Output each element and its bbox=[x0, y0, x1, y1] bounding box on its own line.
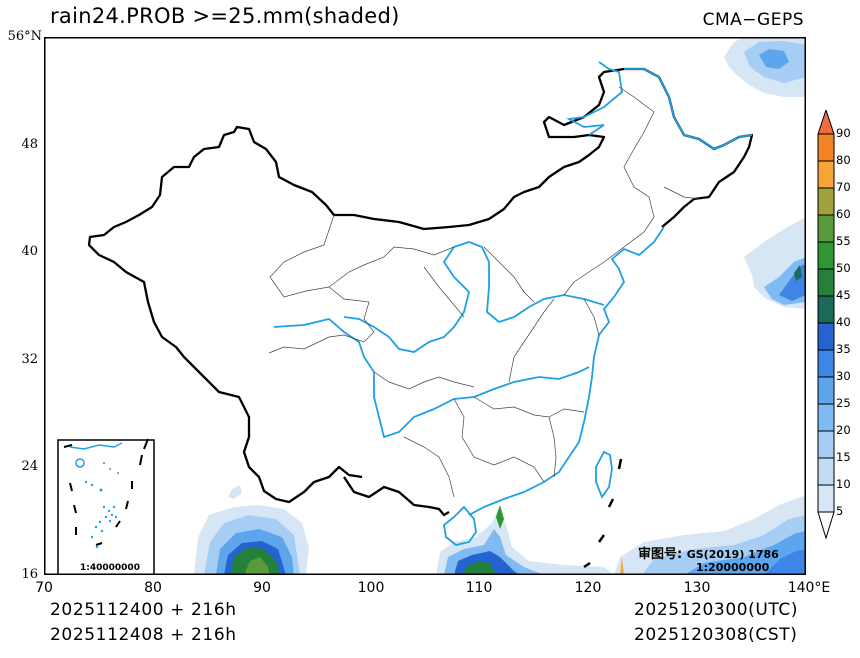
approval-code: GS(2019) 1786 bbox=[686, 548, 779, 561]
colorbar-box bbox=[817, 376, 835, 405]
lon-label-120: 120 bbox=[574, 580, 602, 596]
colorbar-label: 5 bbox=[836, 504, 844, 518]
colorbar-box bbox=[817, 484, 835, 513]
init-time-utc: 2025112400 + 216h bbox=[50, 600, 237, 620]
lon-label-90: 90 bbox=[253, 580, 271, 596]
colorbar-label: 50 bbox=[836, 261, 851, 275]
colorbar-label: 55 bbox=[836, 234, 851, 248]
lat-label-48: 48 bbox=[21, 137, 38, 152]
colorbar-box bbox=[817, 295, 835, 324]
colorbar-label: 35 bbox=[836, 342, 851, 356]
south-china-sea-inset bbox=[57, 438, 155, 575]
main-map-scale: 1:20000000 bbox=[696, 561, 770, 574]
colorbar-label: 25 bbox=[836, 396, 851, 410]
init-time-cst: 2025112408 + 216h bbox=[50, 625, 237, 645]
colorbar-box bbox=[817, 214, 835, 243]
lon-label-80: 80 bbox=[144, 580, 162, 596]
map-canvas bbox=[44, 37, 806, 575]
china-border bbox=[87, 67, 754, 517]
colorbar-label: 70 bbox=[836, 180, 851, 194]
map-frame bbox=[44, 37, 806, 575]
lat-label-40: 40 bbox=[21, 244, 38, 259]
colorbar-box bbox=[817, 403, 835, 432]
colorbar-box bbox=[817, 457, 835, 486]
colorbar-under-arrow bbox=[817, 511, 835, 540]
valid-time-cst: 2025120308(CST) bbox=[634, 625, 798, 645]
colorbar-label: 40 bbox=[836, 315, 851, 329]
colorbar-box bbox=[817, 268, 835, 297]
colorbar bbox=[817, 110, 835, 540]
colorbar-label: 10 bbox=[836, 477, 851, 491]
colorbar-label: 45 bbox=[836, 288, 851, 302]
precip-shading bbox=[194, 37, 806, 575]
model-source-label: CMA−GEPS bbox=[702, 10, 804, 30]
lon-label-130: 130 bbox=[683, 580, 711, 596]
colorbar-label: 30 bbox=[836, 369, 851, 383]
inset-map-scale: 1:40000000 bbox=[80, 563, 140, 573]
colorbar-label: 90 bbox=[836, 126, 851, 140]
colorbar-box bbox=[817, 133, 835, 162]
lat-label-24: 24 bbox=[21, 459, 38, 474]
dash-line-segments bbox=[583, 458, 623, 569]
chart-title: rain24.PROB >=25.mm(shaded) bbox=[50, 4, 400, 28]
colorbar-over-arrow bbox=[817, 110, 835, 135]
colorbar-label: 20 bbox=[836, 423, 851, 437]
lon-label-100: 100 bbox=[357, 580, 385, 596]
colorbar-box bbox=[817, 322, 835, 351]
map-border bbox=[44, 37, 806, 575]
colorbar-label: 15 bbox=[836, 450, 851, 464]
lon-label-140: 140°E bbox=[787, 580, 831, 596]
colorbar-box bbox=[817, 430, 835, 459]
valid-time-utc: 2025120300(UTC) bbox=[634, 600, 799, 620]
province-borders bbox=[268, 86, 700, 498]
colorbar-box bbox=[817, 241, 835, 270]
lon-label-70: 70 bbox=[35, 580, 53, 596]
colorbar-box bbox=[817, 187, 835, 216]
lat-label-16: 16 bbox=[21, 567, 38, 582]
map-approval-number: 审图号: GS(2019) 1786 bbox=[638, 543, 779, 562]
rivers-and-coastline bbox=[273, 61, 753, 546]
lat-label-56: 56°N bbox=[7, 29, 42, 44]
colorbar-box bbox=[817, 349, 835, 378]
colorbar-box bbox=[817, 160, 835, 189]
colorbar-label: 80 bbox=[836, 153, 851, 167]
lat-label-32: 32 bbox=[21, 352, 38, 367]
lon-label-110: 110 bbox=[465, 580, 493, 596]
approval-label: 审图号: bbox=[638, 547, 683, 562]
colorbar-label: 60 bbox=[836, 207, 851, 221]
